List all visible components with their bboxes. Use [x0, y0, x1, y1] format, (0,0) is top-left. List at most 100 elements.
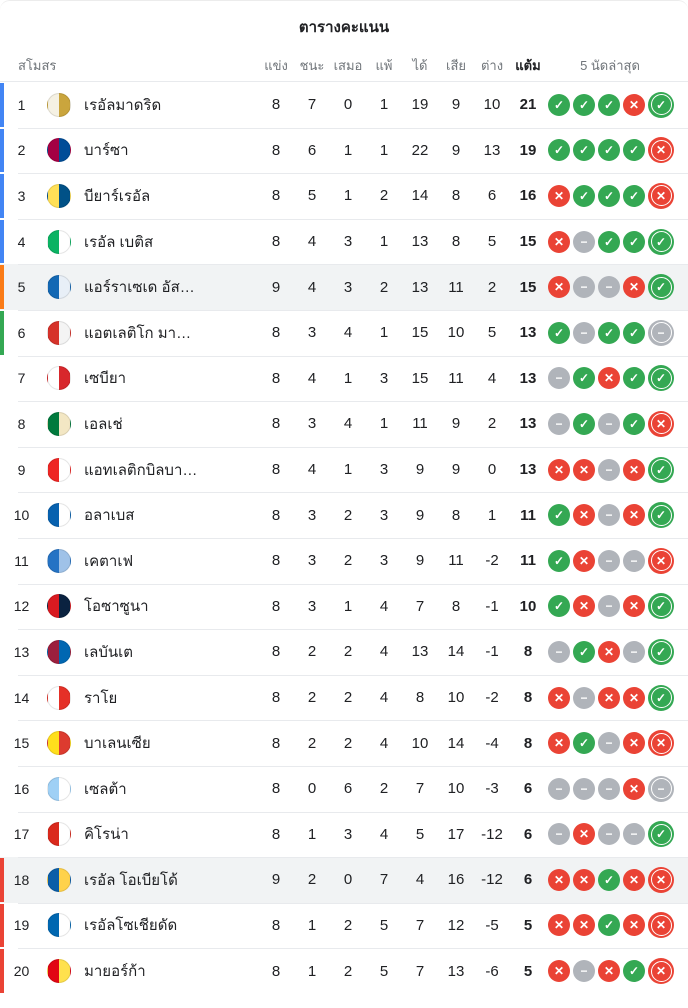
form-win-icon-latest[interactable]: ✓: [648, 638, 674, 665]
form-win-icon[interactable]: ✓: [573, 640, 595, 663]
form-win-icon[interactable]: ✓: [598, 914, 620, 937]
form-loss-icon[interactable]: ✕: [573, 595, 595, 618]
form-loss-icon-latest[interactable]: ✕: [648, 547, 674, 574]
form-win-icon[interactable]: ✓: [573, 412, 595, 435]
form-loss-icon-latest[interactable]: ✕: [648, 182, 674, 209]
form-draw-icon[interactable]: −: [573, 777, 595, 800]
form-draw-icon[interactable]: −: [598, 732, 620, 755]
form-draw-icon[interactable]: −: [598, 549, 620, 572]
form-draw-icon[interactable]: −: [548, 412, 570, 435]
form-loss-icon[interactable]: ✕: [548, 276, 570, 299]
form-win-icon[interactable]: ✓: [548, 595, 570, 618]
form-win-icon-latest[interactable]: ✓: [648, 821, 674, 848]
form-win-icon[interactable]: ✓: [598, 868, 620, 891]
table-row[interactable]: 11 เคตาเฟ 8 3 2 3 9 11 -2 11 ✓ ✕ − − ✕: [0, 537, 688, 584]
form-draw-icon[interactable]: −: [573, 230, 595, 253]
form-draw-icon[interactable]: −: [548, 823, 570, 846]
form-draw-icon[interactable]: −: [598, 504, 620, 527]
form-loss-icon-latest[interactable]: ✕: [648, 137, 674, 164]
form-win-icon-latest[interactable]: ✓: [648, 228, 674, 255]
form-loss-icon[interactable]: ✕: [623, 458, 645, 481]
form-draw-icon[interactable]: −: [573, 960, 595, 983]
form-win-icon[interactable]: ✓: [573, 367, 595, 390]
form-draw-icon[interactable]: −: [573, 276, 595, 299]
form-win-icon[interactable]: ✓: [573, 732, 595, 755]
form-win-icon[interactable]: ✓: [623, 412, 645, 435]
form-loss-icon[interactable]: ✕: [623, 732, 645, 755]
table-row[interactable]: 10 อลาเบส 8 3 2 3 9 8 1 11 ✓ ✕ − ✕ ✓: [0, 492, 688, 538]
form-win-icon[interactable]: ✓: [573, 93, 595, 116]
form-loss-icon[interactable]: ✕: [598, 640, 620, 663]
form-loss-icon[interactable]: ✕: [623, 504, 645, 527]
form-draw-icon[interactable]: −: [598, 823, 620, 846]
form-win-icon[interactable]: ✓: [598, 321, 620, 344]
table-row[interactable]: 16 เซลต้า 8 0 6 2 7 10 -3 6− − − ✕ −: [0, 765, 688, 812]
form-draw-icon[interactable]: −: [598, 412, 620, 435]
table-row[interactable]: 20 มายอร์ก้า 8 1 2 5 7 13 -6 5 ✕ − ✕ ✓ ✕: [0, 948, 688, 994]
form-draw-icon[interactable]: −: [573, 686, 595, 709]
form-loss-icon[interactable]: ✕: [548, 686, 570, 709]
form-loss-icon[interactable]: ✕: [573, 868, 595, 891]
form-loss-icon-latest[interactable]: ✕: [648, 866, 674, 893]
form-draw-icon[interactable]: −: [623, 640, 645, 663]
form-win-icon[interactable]: ✓: [623, 367, 645, 390]
form-win-icon-latest[interactable]: ✓: [648, 502, 674, 529]
form-win-icon-latest[interactable]: ✓: [648, 91, 674, 118]
form-loss-icon[interactable]: ✕: [598, 367, 620, 390]
table-row[interactable]: 8 เอลเช่ 8 3 4 1 11 9 2 13− ✓ − ✓ ✕: [0, 401, 688, 447]
form-draw-icon[interactable]: −: [623, 823, 645, 846]
table-row[interactable]: 9 แอทเลติกบิลบา… 8 4 1 3 9 9 0 13 ✕ ✕ − ✕ ✓: [0, 446, 688, 493]
form-win-icon[interactable]: ✓: [598, 230, 620, 253]
form-loss-icon[interactable]: ✕: [573, 549, 595, 572]
form-win-icon-latest[interactable]: ✓: [648, 684, 674, 711]
table-row[interactable]: 5 แอร์ราเซเด อัส… 9 4 3 2 13 11 2 15 ✕ − − ✕ ✓: [0, 264, 688, 310]
form-win-icon[interactable]: ✓: [548, 549, 570, 572]
form-draw-icon[interactable]: −: [598, 777, 620, 800]
table-row[interactable]: 15 บาเลนเซีย 8 2 2 4 10 14 -4 8 ✕ ✓ − ✕ ✕: [0, 720, 688, 766]
form-win-icon[interactable]: ✓: [573, 139, 595, 162]
form-win-icon[interactable]: ✓: [598, 184, 620, 207]
form-draw-icon[interactable]: −: [548, 777, 570, 800]
form-loss-icon[interactable]: ✕: [623, 595, 645, 618]
form-win-icon[interactable]: ✓: [623, 230, 645, 253]
form-loss-icon[interactable]: ✕: [598, 960, 620, 983]
form-win-icon-latest[interactable]: ✓: [648, 456, 674, 483]
form-win-icon[interactable]: ✓: [548, 321, 570, 344]
form-loss-icon[interactable]: ✕: [548, 960, 570, 983]
form-loss-icon[interactable]: ✕: [623, 777, 645, 800]
table-row[interactable]: 19 เรอัลโซเชียดัด 8 1 2 5 7 12 -5 5 ✕ ✕ ✓ ✕ ✕: [0, 902, 688, 949]
form-loss-icon[interactable]: ✕: [623, 868, 645, 891]
table-row[interactable]: 4 เรอัล เบติส 8 4 3 1 13 8 5 15 ✕ − ✓ ✓ ✓: [0, 218, 688, 265]
table-row[interactable]: 14 ราโย 8 2 2 4 8 10 -2 8 ✕ − ✕ ✕ ✓: [0, 674, 688, 721]
form-loss-icon[interactable]: ✕: [548, 732, 570, 755]
form-loss-icon[interactable]: ✕: [548, 184, 570, 207]
table-row[interactable]: 12 โอซาซูนา 8 3 1 4 7 8 -1 10 ✓ ✕ − ✕ ✓: [0, 583, 688, 630]
form-loss-icon-latest[interactable]: ✕: [648, 912, 674, 939]
form-draw-icon-latest[interactable]: −: [648, 775, 674, 802]
form-loss-icon[interactable]: ✕: [573, 823, 595, 846]
form-draw-icon[interactable]: −: [573, 321, 595, 344]
form-draw-icon-latest[interactable]: −: [648, 319, 674, 346]
form-win-icon-latest[interactable]: ✓: [648, 593, 674, 620]
table-row[interactable]: 6 แอตเลติโก มา… 8 3 4 1 15 10 5 13 ✓ − ✓ ✓ −: [0, 309, 688, 356]
form-win-icon[interactable]: ✓: [623, 139, 645, 162]
form-loss-icon-latest[interactable]: ✕: [648, 958, 674, 985]
form-win-icon[interactable]: ✓: [598, 93, 620, 116]
form-loss-icon[interactable]: ✕: [548, 458, 570, 481]
form-win-icon[interactable]: ✓: [548, 139, 570, 162]
table-row[interactable]: 1 เรอัลมาดริด 8 7 0 1 19 9 10 21 ✓ ✓ ✓ ✕ ✓: [0, 82, 688, 128]
form-draw-icon[interactable]: −: [598, 595, 620, 618]
form-win-icon[interactable]: ✓: [623, 321, 645, 344]
form-win-icon[interactable]: ✓: [598, 139, 620, 162]
form-win-icon[interactable]: ✓: [623, 960, 645, 983]
form-win-icon[interactable]: ✓: [548, 93, 570, 116]
form-win-icon-latest[interactable]: ✓: [648, 274, 674, 301]
form-win-icon[interactable]: ✓: [623, 184, 645, 207]
form-draw-icon[interactable]: −: [623, 549, 645, 572]
form-loss-icon[interactable]: ✕: [548, 230, 570, 253]
form-win-icon[interactable]: ✓: [548, 504, 570, 527]
form-loss-icon[interactable]: ✕: [573, 458, 595, 481]
table-row[interactable]: 7 เซบียา 8 4 1 3 15 11 4 13− ✓ ✕ ✓ ✓: [0, 355, 688, 402]
form-loss-icon[interactable]: ✕: [623, 914, 645, 937]
form-win-icon-latest[interactable]: ✓: [648, 365, 674, 392]
